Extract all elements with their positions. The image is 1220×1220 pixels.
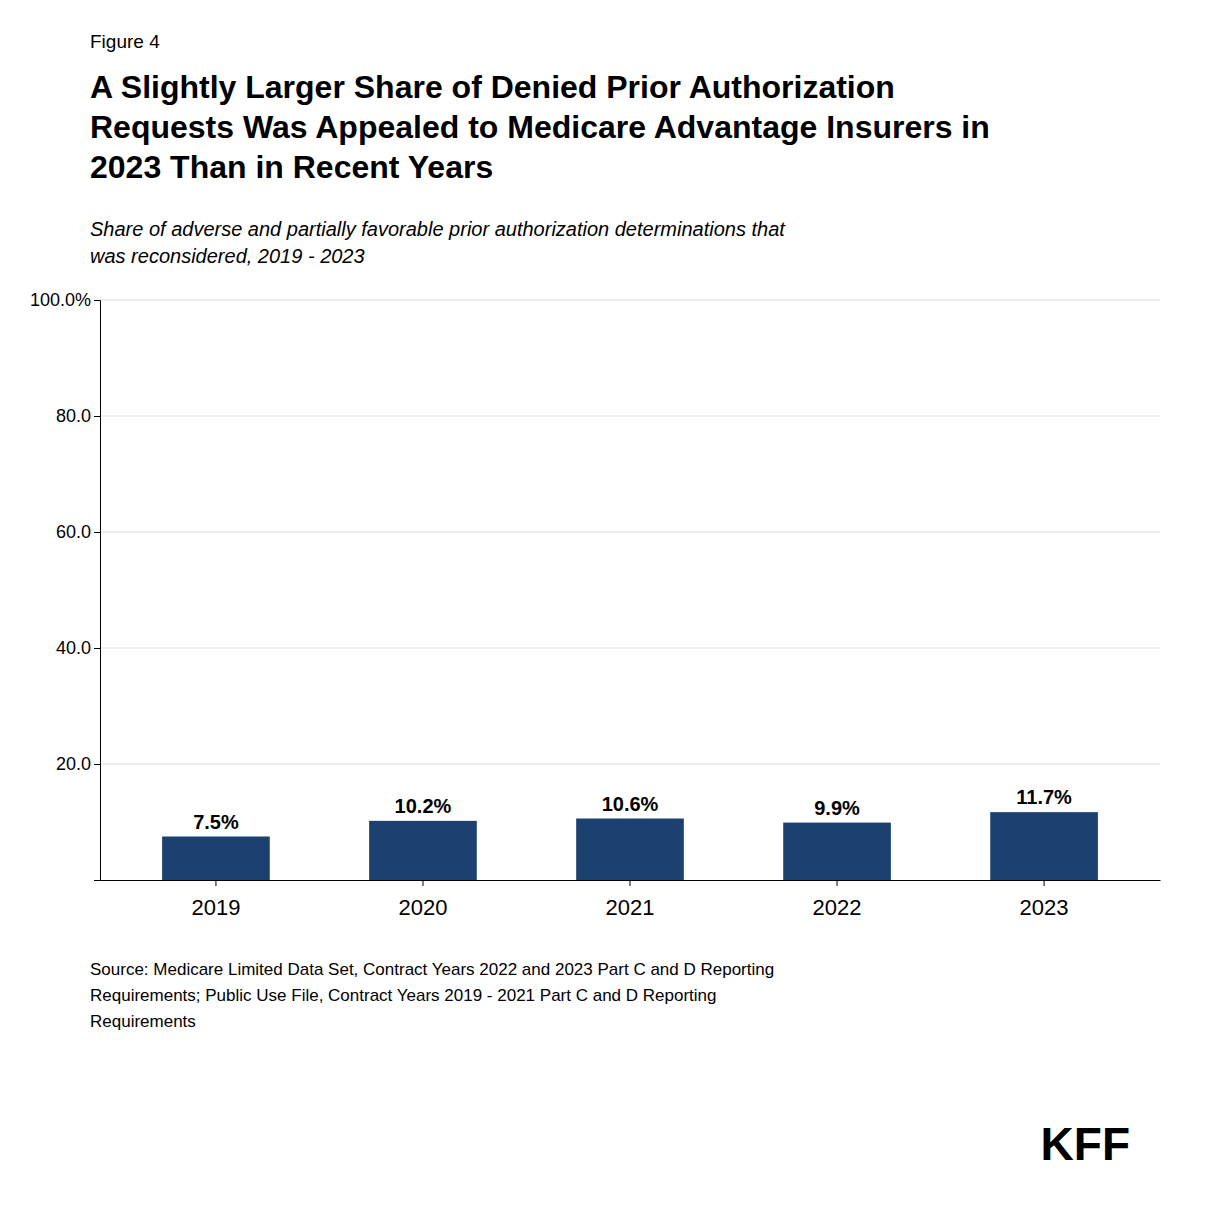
bar	[369, 821, 477, 880]
x-tick-mark	[1044, 880, 1045, 886]
y-tick-label: 40.0	[56, 638, 91, 658]
subtitle: Share of adverse and partially favorable…	[90, 218, 786, 267]
header: Figure 4 A Slightly Larger Share of Denie…	[90, 31, 990, 267]
plot: 20.040.060.080.0100.0%201920202021202220…	[30, 290, 1161, 920]
bar	[162, 837, 270, 881]
grid-line	[100, 532, 1160, 533]
x-tick: 2021	[606, 880, 655, 920]
bar	[576, 819, 684, 880]
figure-label: Figure 4	[90, 31, 160, 52]
x-tick-label: 2020	[398, 895, 447, 920]
chart: Figure 4 A Slightly Larger Share of Denie…	[0, 0, 1220, 1220]
y-tick: 100.0%	[30, 290, 100, 310]
grid-line	[100, 416, 1160, 417]
y-tick: 40.0	[56, 638, 100, 658]
y-tick-mark	[94, 648, 100, 649]
data-labels: 7.5% 10.2% 10.6% 9.9% 11.7%	[193, 786, 1072, 832]
annotation: KFF	[1041, 1118, 1130, 1170]
source: Source: Medicare Limited Data Set, Contr…	[90, 960, 774, 1031]
y-tick: 60.0	[56, 522, 100, 542]
title-line: 2023 Than in Recent Years	[90, 149, 493, 185]
x-tick-label: 2023	[1020, 895, 1069, 920]
y-tick-mark	[94, 764, 100, 765]
data-label: 10.2%	[395, 795, 452, 817]
x-tick: 2022	[813, 880, 862, 920]
grid	[100, 300, 1160, 764]
title-line: A Slightly Larger Share of Denied Prior …	[90, 69, 895, 105]
bar	[990, 812, 1098, 880]
y-axis-line	[94, 301, 101, 881]
y-tick: 80.0	[56, 406, 100, 426]
x-tick: 2020	[398, 880, 447, 920]
x-tick-label: 2019	[191, 895, 240, 920]
source-line: Requirements; Public Use File, Contract …	[90, 986, 717, 1005]
subtitle-line: was reconsidered, 2019 - 2023	[90, 245, 365, 267]
y-tick-mark	[94, 300, 100, 301]
x-tick-label: 2021	[606, 895, 655, 920]
y-tick-label: 80.0	[56, 406, 91, 426]
y-tick-label: 100.0%	[30, 290, 91, 310]
y-tick-mark	[94, 532, 100, 533]
x-tick-label: 2022	[813, 895, 862, 920]
y-tick-label: 20.0	[56, 754, 91, 774]
grid-line	[100, 648, 1160, 649]
x-tick-mark	[837, 880, 838, 886]
x-tick: 2019	[191, 880, 240, 920]
y-tick-label: 60.0	[56, 522, 91, 542]
source-line: Requirements	[90, 1012, 196, 1031]
grid-line	[100, 764, 1160, 765]
y-axis: 20.0 40.0 60.0 80.0 100.0%	[30, 290, 101, 880]
x-tick: 2023	[1020, 880, 1069, 920]
source-line: Source: Medicare Limited Data Set, Contr…	[90, 960, 774, 979]
title: A Slightly Larger Share of Denied Prior …	[90, 69, 990, 185]
x-tick-mark	[422, 880, 423, 886]
bars	[162, 812, 1098, 880]
grid-line	[100, 300, 1160, 301]
x-tick-mark	[215, 880, 216, 886]
data-label: 11.7%	[1016, 786, 1072, 808]
x-axis: 2019 2020 2021 2022 2023	[101, 880, 1161, 920]
bar	[783, 823, 891, 880]
y-tick: 20.0	[56, 754, 100, 774]
data-label: 7.5%	[193, 811, 239, 833]
title-line: Requests Was Appealed to Medicare Advant…	[90, 109, 990, 145]
data-label: 10.6%	[602, 793, 659, 815]
footer: Source: Medicare Limited Data Set, Contr…	[90, 960, 1130, 1170]
data-label: 9.9%	[814, 797, 860, 819]
y-tick-mark	[94, 416, 100, 417]
x-tick-mark	[630, 880, 631, 886]
subtitle-line: Share of adverse and partially favorable…	[90, 218, 786, 240]
